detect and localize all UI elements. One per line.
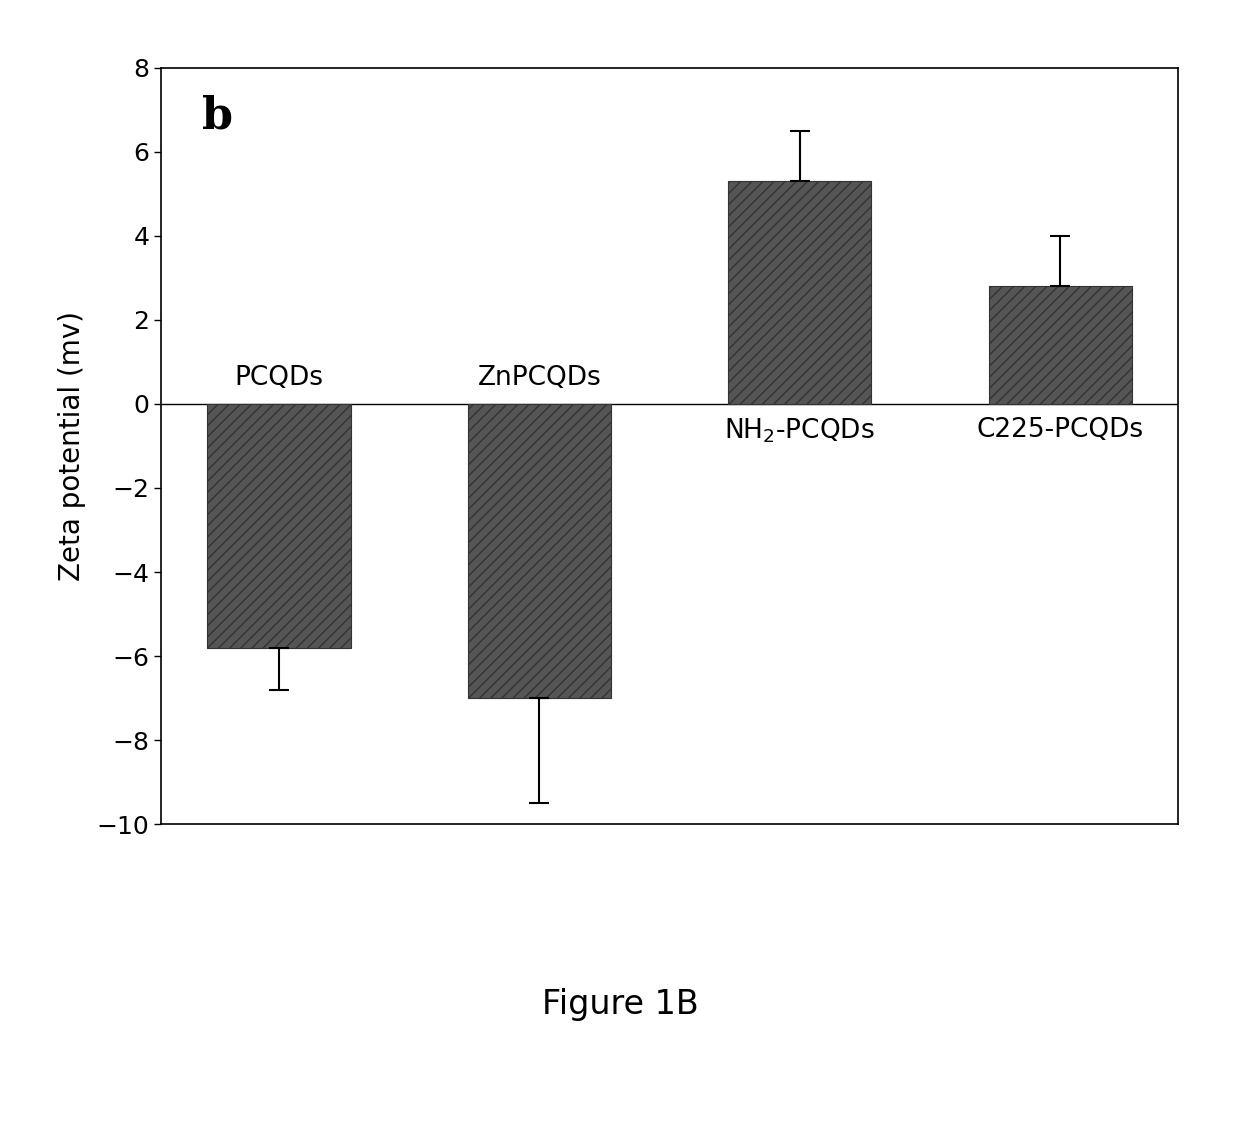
Bar [467,404,611,698]
Bar [207,404,351,648]
Bar [728,181,872,404]
Y-axis label: Zeta potential (mv): Zeta potential (mv) [57,310,86,581]
Text: C225-PCQDs: C225-PCQDs [977,417,1143,443]
Text: ZnPCQDs: ZnPCQDs [477,366,601,392]
Text: b: b [202,94,233,138]
Bar [988,287,1132,404]
Text: Figure 1B: Figure 1B [542,988,698,1022]
Text: NH$_2$-PCQDs: NH$_2$-PCQDs [724,417,875,445]
Text: PCQDs: PCQDs [234,366,324,392]
